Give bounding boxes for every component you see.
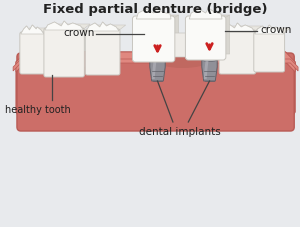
Polygon shape: [86, 22, 119, 31]
Polygon shape: [16, 52, 295, 72]
Ellipse shape: [154, 50, 211, 68]
Polygon shape: [136, 15, 179, 19]
Polygon shape: [87, 25, 126, 31]
Polygon shape: [87, 25, 95, 69]
Polygon shape: [220, 23, 255, 32]
Ellipse shape: [201, 57, 218, 62]
Polygon shape: [22, 28, 29, 68]
Polygon shape: [171, 15, 179, 56]
Polygon shape: [86, 22, 119, 31]
FancyBboxPatch shape: [133, 16, 175, 62]
Polygon shape: [136, 8, 171, 19]
Polygon shape: [13, 59, 298, 71]
Polygon shape: [16, 52, 295, 127]
Polygon shape: [221, 26, 262, 32]
FancyBboxPatch shape: [254, 32, 285, 72]
Polygon shape: [202, 59, 217, 81]
FancyBboxPatch shape: [219, 30, 256, 74]
Polygon shape: [204, 60, 208, 79]
FancyBboxPatch shape: [44, 28, 84, 77]
Text: Fixed partial denture (bridge): Fixed partial denture (bridge): [43, 3, 268, 16]
FancyBboxPatch shape: [85, 29, 120, 75]
Polygon shape: [222, 15, 230, 54]
Polygon shape: [150, 59, 165, 81]
Polygon shape: [21, 25, 44, 34]
Ellipse shape: [50, 51, 103, 67]
Polygon shape: [152, 60, 157, 79]
Polygon shape: [256, 28, 263, 66]
FancyBboxPatch shape: [17, 53, 294, 131]
Ellipse shape: [149, 57, 166, 62]
Polygon shape: [189, 15, 230, 19]
FancyBboxPatch shape: [20, 32, 45, 74]
Ellipse shape: [227, 52, 273, 66]
FancyBboxPatch shape: [185, 16, 226, 60]
Polygon shape: [45, 21, 83, 30]
FancyBboxPatch shape: [166, 33, 193, 57]
Polygon shape: [45, 21, 83, 30]
Text: dental implants: dental implants: [139, 127, 220, 137]
Text: crown: crown: [63, 28, 94, 38]
Polygon shape: [220, 23, 255, 32]
Polygon shape: [255, 25, 284, 34]
Polygon shape: [221, 26, 229, 68]
Polygon shape: [46, 24, 53, 71]
Polygon shape: [189, 8, 222, 19]
Polygon shape: [21, 25, 44, 34]
Polygon shape: [256, 28, 290, 34]
Polygon shape: [46, 24, 90, 30]
Text: crown: crown: [260, 25, 292, 35]
Polygon shape: [255, 25, 284, 34]
Polygon shape: [22, 28, 51, 34]
Text: healthy tooth: healthy tooth: [5, 105, 71, 115]
